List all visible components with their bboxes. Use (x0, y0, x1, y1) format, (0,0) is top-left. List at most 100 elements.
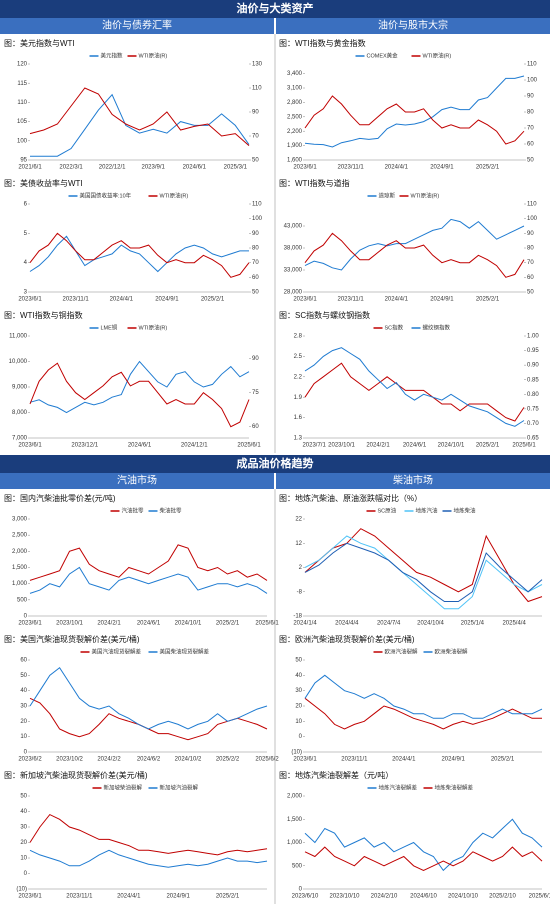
legend-label: 新加坡汽油裂解 (160, 783, 199, 791)
x-tick-label: 2023/6/1 (293, 757, 317, 763)
x-tick-label: 2024/9/1 (430, 165, 454, 171)
y-tick-label: 2 (299, 565, 303, 571)
chart-title: 图：美元指数与WTI (4, 38, 75, 48)
series-line (29, 666, 268, 730)
chart-title: 图：新加坡汽柴油现货裂解价差(美元/桶) (4, 770, 148, 780)
x-tick-label: 2023/6/1 (293, 297, 317, 303)
x-tick-label: 2024/2/1 (97, 621, 121, 627)
y-tick-label: 3,000 (12, 517, 28, 523)
series-line (29, 87, 250, 146)
y2-tick-label: 80 (252, 246, 259, 252)
series-line (30, 93, 250, 157)
y-tick-label: 8,000 (12, 410, 28, 416)
x-tick-label: 2025/2/1 (491, 757, 515, 763)
y-tick-label: 2.5 (294, 354, 303, 360)
y2-tick-label: 100 (527, 78, 538, 84)
x-tick-label: 2025/6/1 (237, 443, 261, 449)
y-tick-label: 2,500 (12, 533, 28, 539)
section-title: 油价与大类资产 (237, 1, 314, 15)
y2-tick-label: 0.75 (527, 406, 539, 412)
y-tick-label: 40 (20, 809, 27, 815)
chart-title: 图：WTI指数与道指 (279, 178, 350, 188)
legend-label: 欧洲柴油裂解 (435, 647, 469, 655)
y-tick-label: 30 (295, 688, 302, 694)
y2-tick-label: 70 (252, 260, 259, 266)
x-tick-label: 2025/2/10 (489, 894, 516, 900)
subheader: 汽油市场 (117, 474, 157, 487)
y-tick-label: 50 (20, 673, 27, 679)
series-line (304, 535, 543, 610)
y-tick-label: -8 (297, 589, 303, 595)
legend-label: 欧洲汽油裂解 (385, 647, 419, 655)
chart-title: 图：美国汽柴油现货裂解价差(美元/桶) (4, 634, 140, 644)
y-tick-label: 10,000 (9, 359, 28, 365)
legend-label: COMEX黄金 (367, 51, 399, 59)
chart-title: 图：国内汽柴油批零价差(元/吨) (4, 493, 116, 503)
y-tick-label: 1,000 (12, 581, 28, 587)
y-tick-label: 40 (20, 688, 27, 694)
legend-label: WTI原油(R) (411, 191, 440, 199)
legend-label: WTI原油(R) (423, 51, 452, 59)
y-tick-label: 2,800 (287, 100, 303, 106)
y-tick-label: 95 (20, 158, 27, 164)
y-tick-label: 7,000 (12, 436, 28, 442)
y-tick-label: 500 (17, 597, 28, 603)
x-tick-label: 2023/11/1 (66, 894, 93, 900)
series-line (29, 362, 250, 428)
y-tick-label: 38,000 (284, 246, 303, 252)
x-tick-label: 2023/6/10 (292, 894, 319, 900)
y-tick-label: 60 (20, 658, 27, 664)
y-tick-label: 50 (20, 794, 27, 800)
y-tick-label: 0 (24, 750, 28, 756)
series-line (304, 528, 543, 603)
y-tick-label: 1,900 (287, 143, 303, 149)
x-tick-label: 2024/6/1 (183, 165, 207, 171)
y2-tick-label: 90 (252, 110, 259, 116)
series-line (304, 75, 525, 148)
series-line (304, 95, 525, 145)
y2-tick-label: 130 (252, 62, 263, 68)
y-tick-label: 0 (299, 887, 303, 893)
y2-tick-label: 90 (252, 356, 259, 362)
y-tick-label: 105 (17, 119, 28, 125)
x-tick-label: 2023/10/2 (56, 757, 83, 763)
legend-label: 地炼柴油 (454, 506, 477, 514)
x-tick-label: 2024/9/1 (155, 297, 179, 303)
x-tick-label: 2023/10/10 (329, 894, 360, 900)
legend-label: 地炼柴油裂解差 (435, 783, 474, 791)
y-tick-label: 2.2 (294, 374, 303, 380)
x-tick-label: 2024/9/1 (441, 757, 465, 763)
x-tick-label: 2024/6/10 (410, 894, 437, 900)
series-line (29, 360, 250, 414)
series-line (304, 674, 543, 719)
series-line (304, 347, 525, 427)
y-tick-label: (10) (291, 750, 302, 756)
series-line (304, 846, 543, 871)
x-tick-label: 2025/6/1 (255, 621, 279, 627)
y-tick-label: 2.8 (294, 334, 303, 340)
subheader-bg (0, 18, 274, 34)
subheader: 柴油市场 (393, 474, 433, 487)
x-tick-label: 2023/7/1 (302, 443, 326, 449)
y-tick-label: 5 (24, 231, 28, 237)
section-title: 成品油价格趋势 (237, 456, 314, 470)
y-tick-label: 1.6 (294, 415, 303, 421)
y-tick-label: 20 (20, 719, 27, 725)
x-tick-label: 2024/10/1 (175, 621, 202, 627)
x-tick-label: 2024/10/1 (438, 443, 465, 449)
chart-title: 图：地炼汽柴油、原油涨跌幅对比（%） (279, 493, 422, 503)
y-tick-label: 100 (17, 138, 28, 144)
x-tick-label: 2024/2/10 (371, 894, 398, 900)
x-tick-label: 2024/4/1 (385, 297, 409, 303)
section-header-bg (0, 455, 550, 473)
y-tick-label: 0 (24, 614, 28, 620)
x-tick-label: 2023/12/1 (71, 443, 98, 449)
y2-tick-label: 90 (252, 231, 259, 237)
legend-label: WTI原油(R) (139, 51, 168, 59)
x-tick-label: 2025/6/2 (255, 757, 279, 763)
x-tick-label: 2023/6/2 (18, 757, 42, 763)
series-line (29, 697, 268, 741)
chart-title: 图：WTI指数与铜指数 (4, 310, 83, 320)
y-tick-label: 28,000 (284, 290, 303, 296)
